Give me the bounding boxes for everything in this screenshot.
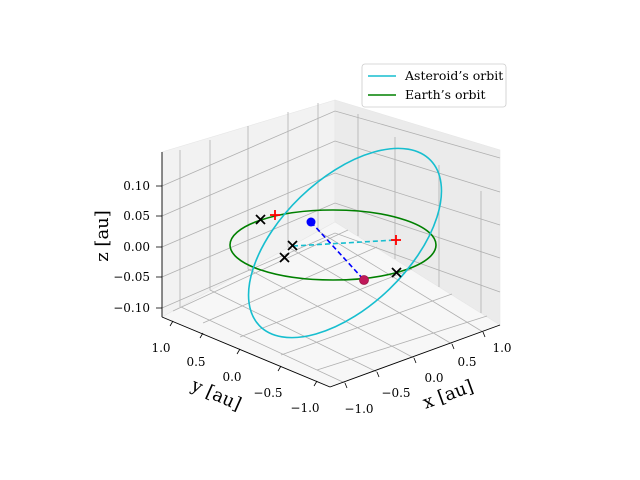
blue-point-marker (306, 217, 316, 227)
x-tick-label: 0.0 (424, 371, 443, 385)
legend-label-asteroid: Asteroid’s orbit (404, 68, 503, 83)
z-tick-labels: 0.10 0.05 0.00 −0.05 −0.10 (113, 179, 150, 315)
legend-box (361, 63, 507, 108)
x-tick-label: −1.0 (344, 402, 373, 416)
black-x-marker (391, 267, 402, 278)
tick-marks (156, 185, 486, 389)
z-tick-label: −0.10 (113, 301, 150, 315)
z-tick-label: 0.10 (123, 179, 150, 193)
asteroid-orbit-line (247, 147, 443, 339)
y-tick-label: 1.0 (151, 341, 170, 355)
black-x-marker (279, 252, 290, 263)
y-tick-labels: 1.0 0.5 0.0 −0.5 −1.0 (151, 341, 319, 415)
grid-lines (161, 103, 501, 384)
z-tick-label: 0.05 (123, 209, 150, 223)
y-tick-label: 0.0 (222, 370, 241, 384)
magenta-point-marker (359, 275, 369, 285)
red-plus-marker (391, 235, 401, 245)
x-tick-label: 1.0 (492, 341, 511, 355)
z-axis-label: z [au] (92, 210, 113, 262)
cyan-dashed-connector (292, 239, 397, 247)
x-tick-label: −0.5 (381, 386, 410, 400)
z-tick-label: −0.05 (113, 270, 150, 284)
black-x-marker (287, 240, 298, 251)
x-tick-label: 0.5 (457, 355, 476, 369)
axis-edges (161, 152, 501, 388)
z-tick-label: 0.00 (123, 240, 150, 254)
legend: Asteroid’s orbit Earth’s orbit (361, 63, 507, 108)
earth-orbit-line (229, 209, 437, 281)
markers (255, 210, 402, 285)
x-tick-labels: −1.0 −0.5 0.0 0.5 1.0 (344, 341, 511, 416)
red-plus-marker (270, 210, 280, 220)
legend-label-earth: Earth’s orbit (405, 87, 486, 102)
y-tick-label: −0.5 (253, 386, 282, 400)
blue-dashed-connector (310, 221, 365, 281)
y-tick-label: 0.5 (186, 355, 205, 369)
y-tick-label: −1.0 (290, 401, 319, 415)
black-x-marker (255, 214, 266, 225)
